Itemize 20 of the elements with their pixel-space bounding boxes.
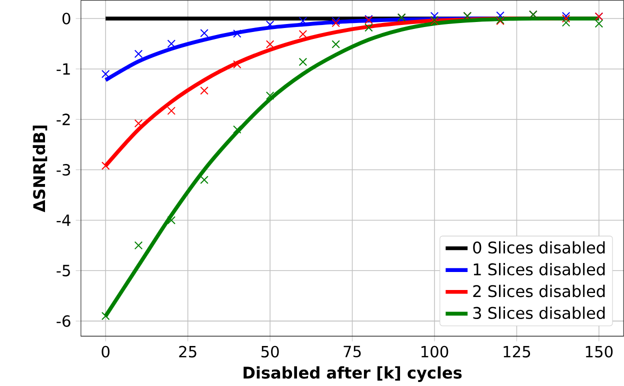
x-tick-label: 75 <box>344 346 361 358</box>
legend-label: 1 Slices disabled <box>474 262 605 276</box>
legend-label: 0 Slices disabled <box>473 241 605 254</box>
y-tick-label: -2 <box>56 114 70 125</box>
y-axis-title: ΔSNR[dB] <box>32 126 48 212</box>
x-tick-label: 100 <box>422 346 448 358</box>
legend-label: 3 Slices disabled <box>473 306 605 319</box>
y-tick-label: -4 <box>56 214 70 226</box>
x-tick-label: 50 <box>261 346 279 358</box>
x-axis-title: Disabled after [k] cycles <box>244 366 462 382</box>
y-tick-label: -5 <box>56 264 70 276</box>
y-tick-label: 0 <box>62 12 70 24</box>
y-tick-label: -3 <box>56 164 70 176</box>
y-tick-label: -6 <box>56 315 70 327</box>
x-tick-label: 150 <box>586 346 613 358</box>
legend-label: 2 Slices disabled <box>473 284 605 298</box>
x-tick-label: 25 <box>179 346 196 358</box>
x-tick-label: 125 <box>504 346 530 358</box>
x-tick-label: 0 <box>102 346 110 358</box>
y-tick-label: -1 <box>56 63 70 74</box>
